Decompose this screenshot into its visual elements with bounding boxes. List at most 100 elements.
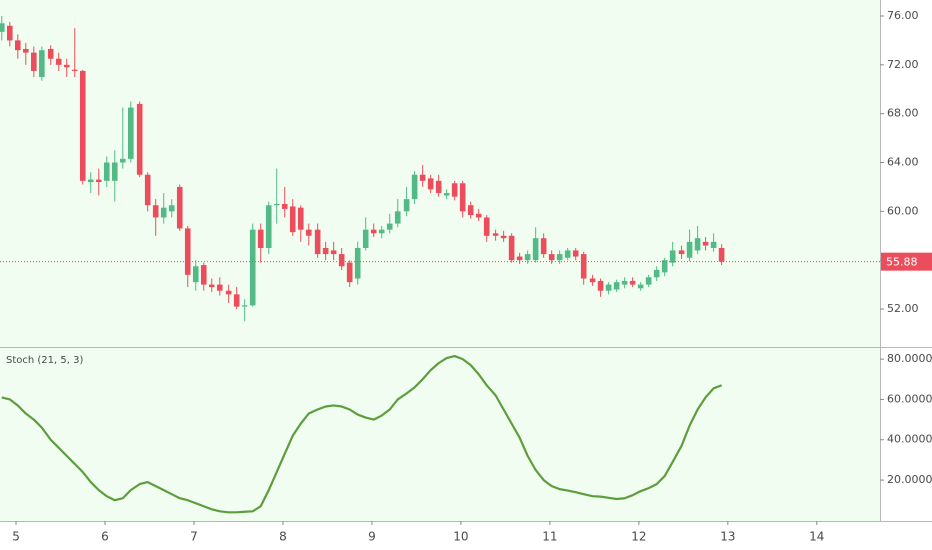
candle-body [378,229,385,234]
candle-body [403,199,410,212]
candle-body [419,174,426,181]
candle-body [451,183,458,197]
candle-body [111,162,118,181]
candle-body [386,223,393,230]
candle-body [629,280,636,285]
x-tick-label: 7 [190,530,198,544]
candle-body [613,282,620,290]
candle-body [597,280,604,291]
candle-body [297,207,304,230]
indicator-title: Stoch (21, 5, 3) [6,355,83,366]
candle-body [710,241,717,248]
candle-body [605,284,612,291]
candle-body [265,205,272,248]
candle-body [225,290,232,295]
candle-body [216,284,223,291]
candle-body [370,229,377,234]
y-tick-label: 76.00 [887,9,919,22]
candle-body [314,229,321,255]
candle-body [467,205,474,216]
y-tick-label: 52.00 [887,302,919,315]
candle-body [564,250,571,258]
candle-body [241,305,248,307]
candle-body [338,254,345,267]
candle-body [55,58,62,65]
candle-body [305,229,312,236]
candle-body [354,247,361,279]
candle-body [103,162,110,181]
y-tick-label: 40.0000 [887,433,932,446]
candle-body [63,64,70,68]
candle-body [144,174,151,206]
x-tick-label: 6 [101,530,109,544]
candle-body [136,103,143,175]
y-tick-label: 80.0000 [887,352,932,365]
x-tick-label: 9 [368,530,376,544]
candle-body [500,235,507,239]
candle-body [524,254,531,261]
candle-body [273,204,280,206]
candle-body [47,48,54,59]
candle-body [540,238,547,255]
candle-body [330,250,337,255]
candle-body [427,178,434,190]
candle-body [483,217,490,236]
candle-body [249,229,256,306]
candle-body [14,40,21,51]
candle-body [653,269,660,278]
candle-body [192,266,199,283]
candle-body [435,180,442,194]
candle-body [637,284,644,289]
candle-body [257,229,264,248]
candle-body [362,229,369,248]
candle-body [176,186,183,229]
candle-body [160,207,167,218]
candle-body [346,262,353,283]
candle-body [589,278,596,283]
candle-body [532,238,539,261]
y-tick-label: 60.0000 [887,392,932,405]
candle-body [281,204,288,209]
stoch-line [1,354,723,514]
candle-body [669,250,676,263]
candle-body [621,280,628,285]
candle-body [233,294,240,307]
candle-body [686,241,693,258]
candle-body [322,247,329,255]
x-tick-label: 8 [279,530,287,544]
candle-body [152,205,159,218]
candle-body [119,158,126,163]
candle-body [702,241,709,246]
candle-body [71,69,78,71]
candle-body [475,213,482,218]
candle-body [459,183,466,212]
candle-body [31,52,37,71]
last-price-label: 55.88 [886,256,918,269]
candle-body [516,256,523,261]
candle-body [678,250,685,255]
x-tick-label: 11 [542,530,557,544]
candle-body [718,247,725,262]
plot-background [0,0,880,521]
candle-body [208,284,215,288]
candle-body [200,265,207,285]
candle-body [39,50,45,78]
x-tick-label: 14 [809,530,824,544]
y-tick-label: 20.0000 [887,473,932,486]
candle-body [79,70,86,181]
candle-body [443,193,450,196]
candle-body [95,179,102,183]
candle-body [580,254,587,279]
candle-body [127,107,134,159]
candle-body [23,48,29,53]
candle-body [661,260,668,273]
x-tick-label: 12 [631,530,646,544]
x-tick-label: 10 [453,530,468,544]
candle-body [548,254,555,261]
candle-body [0,23,5,32]
x-tick-label: 5 [12,530,20,544]
candle-body [168,205,175,212]
candle-body [6,25,13,41]
candle-body [411,174,418,200]
